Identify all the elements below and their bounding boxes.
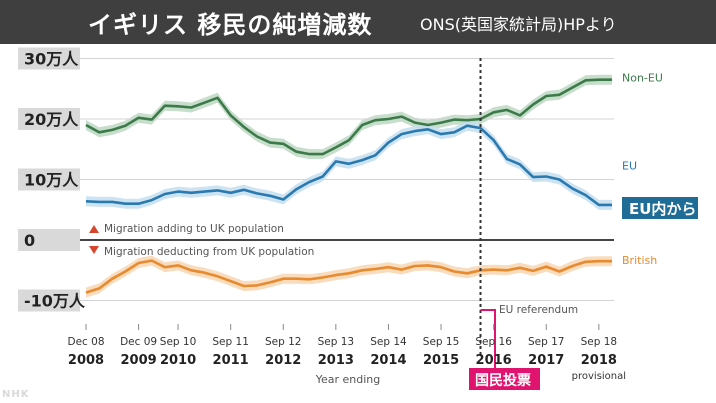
source-credit: ONS(英国家統計局)HPより: [420, 15, 617, 34]
x-tick-year: 2016: [476, 353, 512, 368]
down-triangle-icon: [89, 246, 99, 254]
x-axis-title: Year ending: [315, 373, 381, 386]
y-tick-label-box: [18, 108, 80, 130]
series-label: British: [622, 254, 657, 267]
broadcaster-watermark: NHK: [2, 389, 30, 400]
x-tick-year: 2009: [121, 353, 157, 368]
x-tick-month: Sep 18: [581, 336, 618, 348]
x-tick-year: 2012: [265, 353, 301, 368]
adding-note: Migration adding to UK population: [104, 223, 284, 235]
y-tick-label-box: [18, 229, 80, 251]
y-tick-label: 0: [24, 231, 35, 250]
referendum-label: EU referendum: [499, 304, 578, 316]
x-tick-month: Sep 17: [528, 336, 565, 348]
series-lines: Non-EU EU British: [85, 72, 663, 294]
y-tick-label: -10万人: [24, 292, 86, 311]
x-tick-year: 2017: [528, 353, 564, 368]
x-tick-year: 2018: [581, 353, 617, 368]
series-label: EU: [622, 159, 637, 172]
y-tick-label: 20万人: [24, 110, 79, 129]
y-tick-label: 10万人: [24, 171, 79, 190]
x-tick-year: 2014: [370, 353, 406, 368]
title-bar: イギリス 移民の純増減数 ONS(英国家統計局)HPより: [0, 0, 716, 44]
series-band: [86, 120, 612, 210]
x-tick-year: 2008: [68, 353, 104, 368]
x-tick-month: Dec 08: [67, 336, 104, 348]
y-tick-label-box: [18, 168, 80, 191]
series-band: [86, 74, 612, 160]
x-tick-month: Sep 12: [265, 336, 302, 348]
x-tick-month: Dec 09: [120, 336, 157, 348]
series-line: [85, 259, 612, 294]
series-line: [85, 78, 612, 156]
eu-callout-text: EU内から: [629, 200, 696, 218]
series-line: [85, 124, 612, 207]
deducting-note: Migration deducting from UK population: [104, 246, 314, 258]
series-label: Non-EU: [622, 72, 663, 85]
x-tick-month: Sep 10: [160, 336, 197, 348]
x-tick-month: Sep 14: [370, 336, 407, 348]
referendum-jp-box: [469, 368, 540, 390]
referendum-connector: [480, 309, 496, 368]
x-tick-year: 2011: [213, 353, 249, 368]
confidence-bands: [86, 74, 612, 298]
series-band: [86, 255, 612, 298]
x-tick-month: Sep 16: [475, 336, 512, 348]
annotations: EU内から Migration adding to UK population Mi…: [89, 58, 698, 390]
y-tick-label-box: [18, 47, 80, 70]
referendum-jp-label: 国民投票: [475, 373, 531, 389]
y-tick-label-box: [18, 289, 80, 312]
y-axis-labels: 30万人 20万人 10万人 0 -10万人: [18, 47, 86, 312]
x-tick-year: 2010: [160, 353, 196, 368]
eu-callout-box: [622, 197, 698, 219]
page-title: イギリス 移民の純増減数: [88, 11, 373, 39]
x-tick-year: 2015: [423, 353, 459, 368]
x-tick-month: Sep 13: [318, 336, 355, 348]
y-tick-label: 30万人: [24, 50, 79, 69]
up-triangle-icon: [89, 225, 99, 233]
x-tick-note: provisional: [572, 371, 626, 382]
x-tick-month: Sep 11: [212, 336, 249, 348]
x-tick-year: 2013: [318, 353, 354, 368]
x-tick-month: Sep 15: [423, 336, 460, 348]
